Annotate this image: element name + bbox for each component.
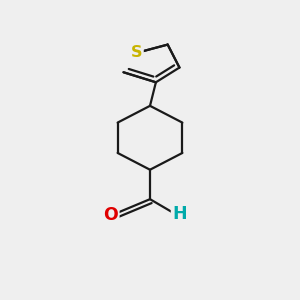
Text: O: O — [103, 206, 118, 224]
Text: S: S — [131, 45, 142, 60]
Text: H: H — [172, 205, 187, 223]
